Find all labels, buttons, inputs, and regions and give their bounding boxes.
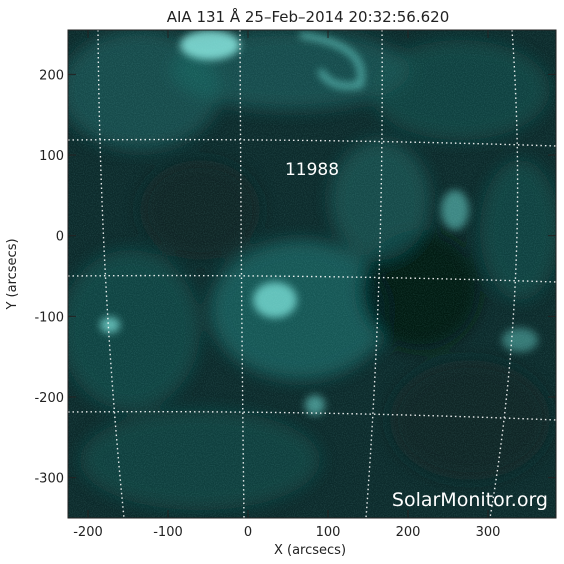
active-region-label: 11988 [285,160,339,180]
y-tick-label: -200 [34,391,64,406]
coordinate-grid [68,30,556,518]
x-axis-ticks: -200 -100 0 100 200 300 [73,30,500,540]
x-axis-label: X (arcsecs) [274,543,346,558]
solar-image: 11988 SolarMonitor.org [68,30,556,518]
x-tick-label: 100 [316,525,341,540]
x-tick-label: 200 [396,525,421,540]
y-tick-label: -100 [34,310,64,325]
y-axis-label: Y (arcsecs) [5,238,20,310]
y-tick-label: 100 [39,149,64,164]
y-tick-label: 0 [56,230,64,245]
x-tick-label: 0 [244,525,252,540]
x-tick-label: -200 [73,525,103,540]
plot-frame [67,29,557,519]
y-tick-label: 200 [39,68,64,83]
x-tick-label: -100 [153,525,183,540]
y-tick-label: -300 [34,472,64,487]
image-title: AIA 131 Å 25–Feb–2014 20:32:56.620 [167,7,450,26]
solarmonitor-watermark: SolarMonitor.org [392,489,548,511]
x-tick-label: 300 [476,525,501,540]
y-axis-ticks: -300 -200 -100 0 100 200 [34,68,556,487]
